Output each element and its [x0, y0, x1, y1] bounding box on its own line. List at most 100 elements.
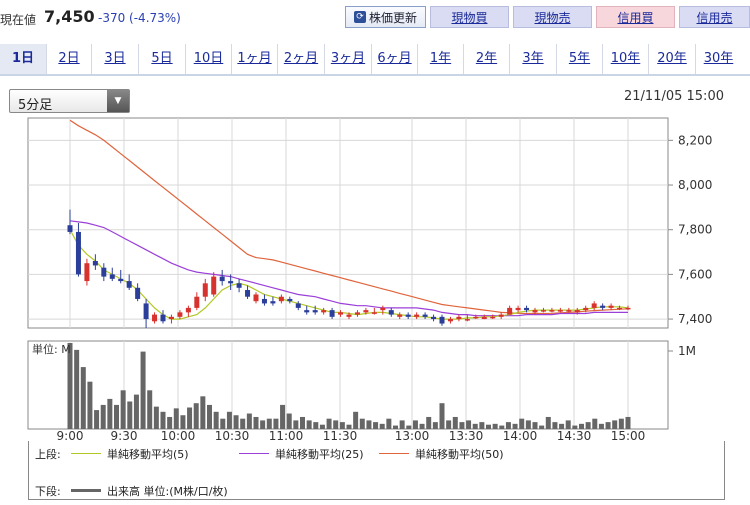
volume-bar: [492, 423, 498, 429]
candle-body: [346, 314, 352, 317]
tab-10y[interactable]: 10年: [602, 44, 648, 74]
candle-body: [211, 276, 217, 295]
volume-bar: [399, 420, 405, 429]
refresh-price-button[interactable]: ⟳ 株価更新: [345, 6, 426, 28]
tab-3d[interactable]: 3日: [91, 44, 138, 74]
tab-6m[interactable]: 6ヶ月: [371, 44, 417, 74]
volume-bar: [572, 425, 578, 429]
candle-body: [557, 310, 563, 312]
volume-y-tick-label: 1M: [678, 344, 696, 358]
volume-bar: [266, 418, 272, 429]
tab-20y[interactable]: 20年: [648, 44, 695, 74]
tab-2d[interactable]: 2日: [46, 44, 91, 74]
candle-body: [363, 310, 369, 313]
candle-body: [414, 314, 420, 317]
volume-bar: [505, 422, 511, 429]
tab-1y[interactable]: 1年: [417, 44, 463, 74]
candle-body: [625, 307, 631, 310]
candle-body: [507, 307, 513, 315]
x-tick-label: 11:30: [323, 429, 358, 443]
candle-body: [397, 314, 403, 317]
volume-bar: [612, 420, 618, 429]
volume-bar: [240, 418, 246, 429]
volume-bar: [333, 420, 339, 429]
x-tick-label: 14:00: [503, 429, 538, 443]
interval-select[interactable]: 5分足 ▼: [9, 89, 130, 113]
tab-10d[interactable]: 10日: [185, 44, 231, 74]
tab-3y[interactable]: 3年: [509, 44, 556, 74]
tab-2m[interactable]: 2ヶ月: [277, 44, 324, 74]
candle-body: [219, 276, 225, 282]
volume-bar: [592, 418, 598, 429]
margin-buy-button[interactable]: 信用買: [596, 6, 675, 28]
candle-body: [101, 267, 107, 277]
candle-body: [405, 314, 411, 317]
volume-bar: [187, 407, 193, 429]
y-tick-label: 8,000: [678, 178, 712, 192]
tab-1d[interactable]: 1日: [0, 44, 46, 74]
volume-bar: [359, 418, 365, 429]
tab-30y[interactable]: 30年: [695, 44, 741, 74]
chart-legend: 上段: 単純移動平均(5) 単純移動平均(25) 単純移動平均(50) 下段: …: [28, 441, 725, 500]
x-tick-label: 13:00: [395, 429, 430, 443]
volume-bar: [452, 416, 458, 429]
volume-bar: [419, 423, 425, 429]
x-tick-label: 9:30: [111, 429, 138, 443]
candle-body: [152, 314, 158, 322]
volume-bar: [100, 404, 106, 429]
volume-bar: [426, 416, 432, 429]
candle-body: [177, 312, 183, 317]
volume-bar: [293, 420, 299, 429]
candle-body: [447, 319, 453, 322]
tab-3m[interactable]: 3ヶ月: [324, 44, 371, 74]
candle-body: [574, 310, 580, 313]
tab-5d[interactable]: 5日: [138, 44, 185, 74]
volume-bar: [87, 381, 93, 429]
candle-body: [118, 278, 124, 282]
legend-volume-label: 出来高 単位:(M株/口/枚): [107, 485, 228, 498]
volume-bar: [147, 390, 153, 429]
candle-body: [126, 281, 132, 288]
candle-body: [481, 316, 487, 320]
candle-body: [380, 307, 386, 311]
x-tick-label: 11:00: [269, 429, 304, 443]
legend-ma25-label: 単純移動平均(25): [275, 448, 364, 461]
candle-body: [261, 298, 267, 304]
volume-bar: [253, 416, 259, 429]
candle-body: [608, 305, 614, 308]
candle-body: [143, 303, 149, 320]
volume-bar: [80, 367, 86, 429]
price-change: -370 (-4.73%): [98, 11, 181, 25]
tab-1m[interactable]: 1ヶ月: [231, 44, 277, 74]
candle-body: [490, 316, 496, 319]
volume-bar: [605, 422, 611, 429]
candle-body: [202, 283, 208, 297]
tab-2y[interactable]: 2年: [463, 44, 509, 74]
candle-body: [228, 281, 234, 284]
legend-ma5-label: 単純移動平均(5): [107, 448, 189, 461]
volume-bar: [373, 422, 379, 429]
volume-bar: [486, 424, 491, 429]
volume-bar: [353, 411, 359, 429]
volume-bar: [207, 404, 212, 429]
volume-bar: [512, 423, 518, 429]
volume-bar: [532, 422, 538, 429]
current-price-value: 7,450: [44, 7, 95, 26]
cash-sell-button[interactable]: 現物売: [513, 6, 592, 28]
tab-5y[interactable]: 5年: [556, 44, 602, 74]
x-tick-label: 14:30: [557, 429, 592, 443]
refresh-price-label: 株価更新: [368, 10, 417, 25]
chart-timestamp: 21/11/05 15:00: [624, 89, 724, 104]
volume-bar: [133, 394, 139, 429]
volume-bar: [280, 404, 286, 429]
volume-bar: [127, 401, 133, 429]
margin-sell-button[interactable]: 信用売: [679, 6, 750, 28]
volume-bar: [565, 420, 571, 429]
cash-buy-button[interactable]: 現物買: [430, 6, 509, 28]
period-tabs: 1日 2日 3日 5日 10日 1ヶ月 2ヶ月 3ヶ月 6ヶ月 1年 2年 3年…: [0, 44, 750, 76]
candle-body: [540, 310, 546, 312]
ma25-line: [69, 220, 628, 317]
volume-unit-label: 単位: M: [32, 342, 71, 356]
candle-body: [329, 310, 335, 317]
volume-bar: [120, 390, 126, 429]
